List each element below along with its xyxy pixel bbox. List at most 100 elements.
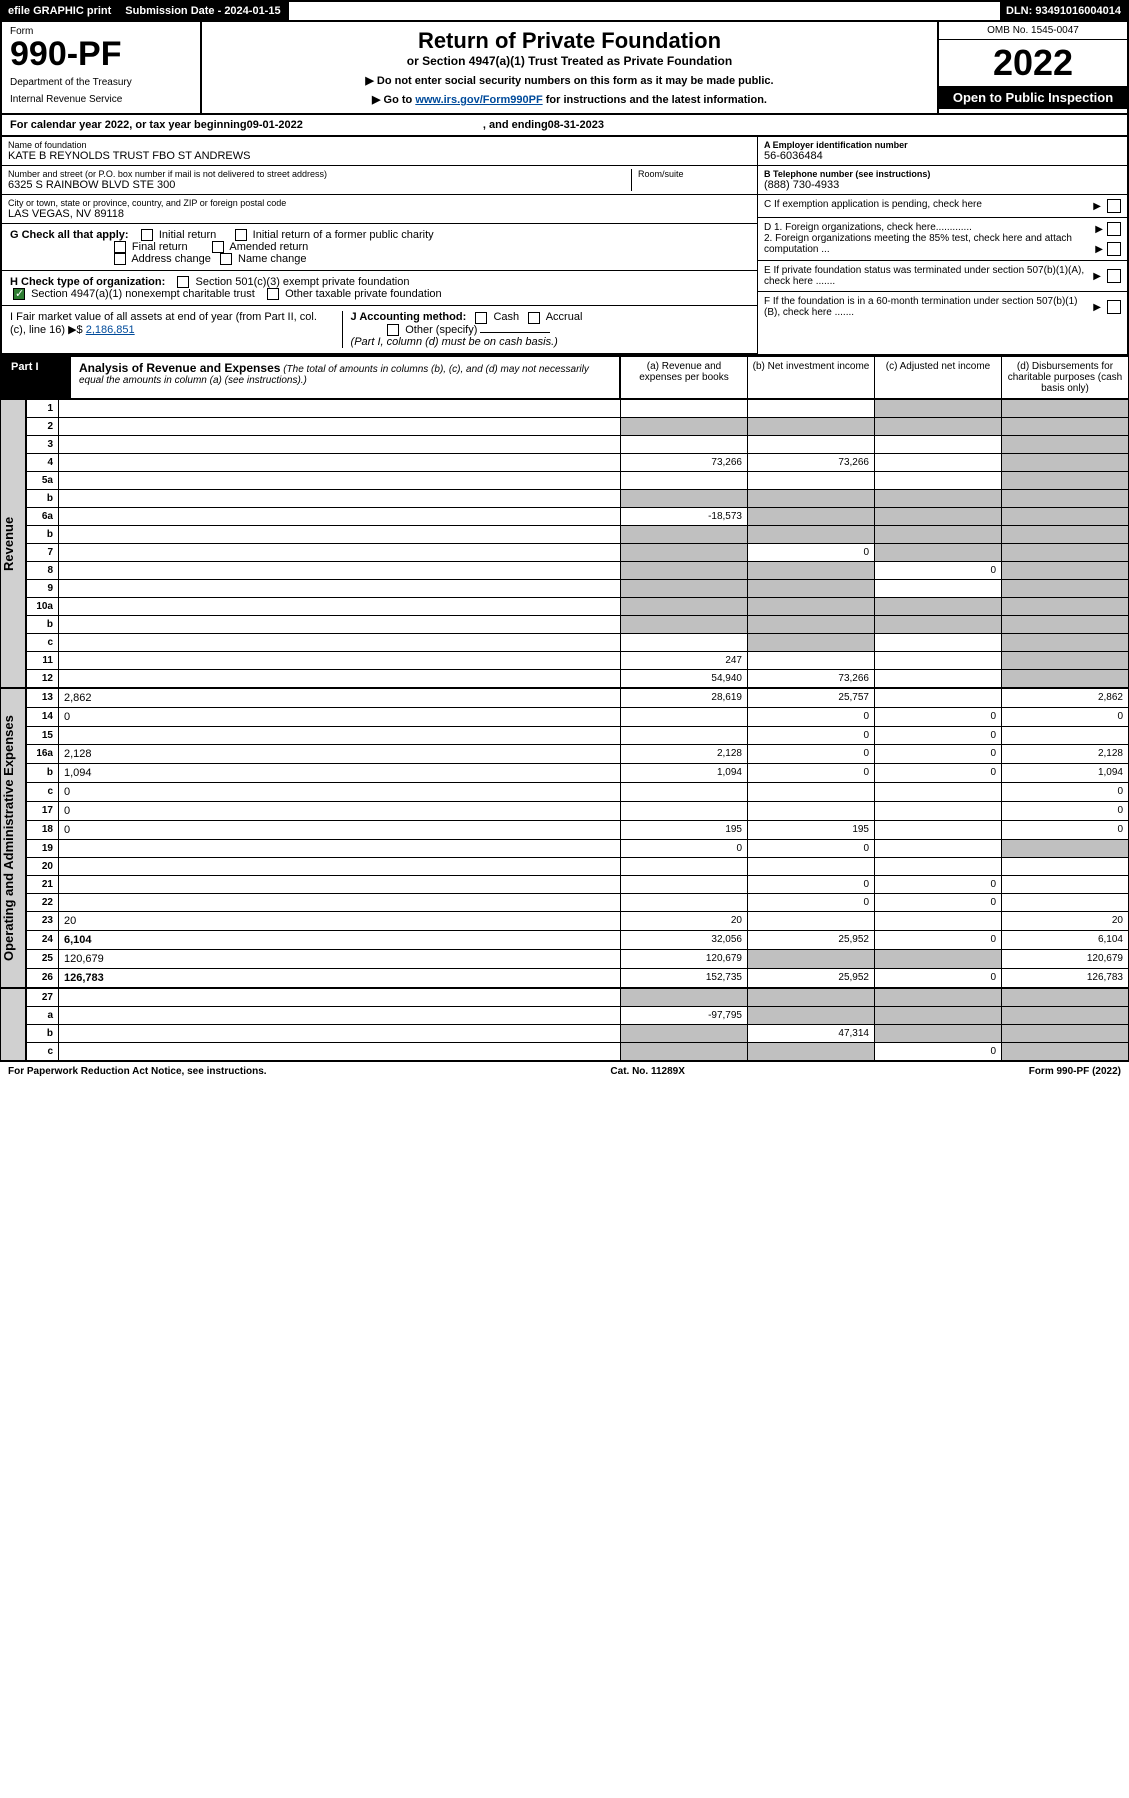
- cell-d: [1002, 875, 1129, 893]
- i-value[interactable]: 2,186,851: [86, 324, 135, 336]
- cell-c: [875, 471, 1002, 489]
- table-row: 25120,679120,679120,679: [27, 949, 1129, 968]
- cell-d: [1002, 633, 1129, 651]
- line-number: 2: [27, 417, 59, 435]
- table-row: b: [27, 525, 1129, 543]
- line-number: 23: [27, 911, 59, 930]
- cell-b: [748, 579, 875, 597]
- chk-4947[interactable]: [13, 288, 25, 300]
- cell-b: 47,314: [748, 1024, 875, 1042]
- cell-c: 0: [875, 875, 1002, 893]
- line-desc: [59, 471, 621, 489]
- line-desc: [59, 875, 621, 893]
- chk-accrual[interactable]: [528, 312, 540, 324]
- line-desc: [59, 651, 621, 669]
- line-desc: [59, 543, 621, 561]
- cell-c: [875, 857, 1002, 875]
- cell-c: [875, 688, 1002, 707]
- chk-addr-change[interactable]: [114, 253, 126, 265]
- cell-d: [1002, 597, 1129, 615]
- cell-a: [621, 489, 748, 507]
- chk-initial[interactable]: [141, 229, 153, 241]
- g-label: G Check all that apply:: [10, 229, 129, 241]
- cell-c: 0: [875, 744, 1002, 763]
- h-label: H Check type of organization:: [10, 276, 165, 288]
- col-d-header: (d) Disbursements for charitable purpose…: [1001, 357, 1128, 398]
- line-number: 1: [27, 399, 59, 417]
- efile-badge: efile GRAPHIC print: [2, 2, 119, 20]
- cell-a: [621, 561, 748, 579]
- line-number: 22: [27, 893, 59, 911]
- line-number: b: [27, 489, 59, 507]
- table-row: 6a-18,573: [27, 507, 1129, 525]
- chk-amended[interactable]: [212, 241, 224, 253]
- cell-b: 0: [748, 726, 875, 744]
- cell-b: [748, 1006, 875, 1024]
- chk-d2[interactable]: [1107, 242, 1121, 256]
- room-label: Room/suite: [638, 169, 751, 179]
- cell-b: 0: [748, 763, 875, 782]
- line-desc: 0: [59, 820, 621, 839]
- table-row: 1254,94073,266: [27, 669, 1129, 687]
- chk-e[interactable]: [1107, 269, 1121, 283]
- cell-c: [875, 949, 1002, 968]
- chk-c[interactable]: [1107, 199, 1121, 213]
- line-desc: [59, 633, 621, 651]
- cell-b: 0: [748, 893, 875, 911]
- table-row: c: [27, 633, 1129, 651]
- c-row: C If exemption application is pending, c…: [758, 195, 1127, 218]
- cell-c: 0: [875, 726, 1002, 744]
- line-number: b: [27, 525, 59, 543]
- cell-d: [1002, 893, 1129, 911]
- ein-label: A Employer identification number: [764, 140, 1121, 150]
- line-number: 5a: [27, 471, 59, 489]
- cell-a: [621, 875, 748, 893]
- cell-a: [621, 1024, 748, 1042]
- chk-f[interactable]: [1107, 300, 1121, 314]
- line-desc: [59, 489, 621, 507]
- cell-d: [1002, 669, 1129, 687]
- cell-a: [621, 857, 748, 875]
- line-number: b: [27, 1024, 59, 1042]
- table-row: 1801951950: [27, 820, 1129, 839]
- line-number: 20: [27, 857, 59, 875]
- cal-mid: , and ending: [483, 119, 548, 131]
- table-row: b: [27, 615, 1129, 633]
- cell-c: 0: [875, 561, 1002, 579]
- cell-a: 2,128: [621, 744, 748, 763]
- col-c-header: (c) Adjusted net income: [874, 357, 1001, 398]
- cell-c: [875, 782, 1002, 801]
- chk-final[interactable]: [114, 241, 126, 253]
- cell-a: 0: [621, 839, 748, 857]
- irs-link[interactable]: www.irs.gov/Form990PF: [415, 94, 542, 106]
- phone-label: B Telephone number (see instructions): [764, 169, 1121, 179]
- cell-b: [748, 561, 875, 579]
- cell-d: 120,679: [1002, 949, 1129, 968]
- cell-a: 54,940: [621, 669, 748, 687]
- line-desc: [59, 399, 621, 417]
- table-row: 11247: [27, 651, 1129, 669]
- cell-c: [875, 988, 1002, 1006]
- tax-year: 2022: [939, 40, 1127, 86]
- cell-c: [875, 525, 1002, 543]
- chk-other-taxable[interactable]: [267, 288, 279, 300]
- line-desc: [59, 1042, 621, 1060]
- chk-d1[interactable]: [1107, 222, 1121, 236]
- cell-a: 195: [621, 820, 748, 839]
- line-desc: [59, 839, 621, 857]
- expenses-section: Operating and Administrative Expenses 13…: [0, 688, 1129, 988]
- chk-other[interactable]: [387, 324, 399, 336]
- line-desc: [59, 988, 621, 1006]
- part1-header: Part I Analysis of Revenue and Expenses …: [0, 356, 1129, 399]
- chk-name-change[interactable]: [220, 253, 232, 265]
- cell-b: 73,266: [748, 453, 875, 471]
- chk-initial-former[interactable]: [235, 229, 247, 241]
- foundation-addr: 6325 S RAINBOW BLVD STE 300: [8, 179, 631, 191]
- phone: (888) 730-4933: [764, 179, 1121, 191]
- chk-501c3[interactable]: [177, 276, 189, 288]
- line-desc: 0: [59, 801, 621, 820]
- line-number: 26: [27, 968, 59, 987]
- table-row: 1900: [27, 839, 1129, 857]
- chk-cash[interactable]: [475, 312, 487, 324]
- line-desc: [59, 435, 621, 453]
